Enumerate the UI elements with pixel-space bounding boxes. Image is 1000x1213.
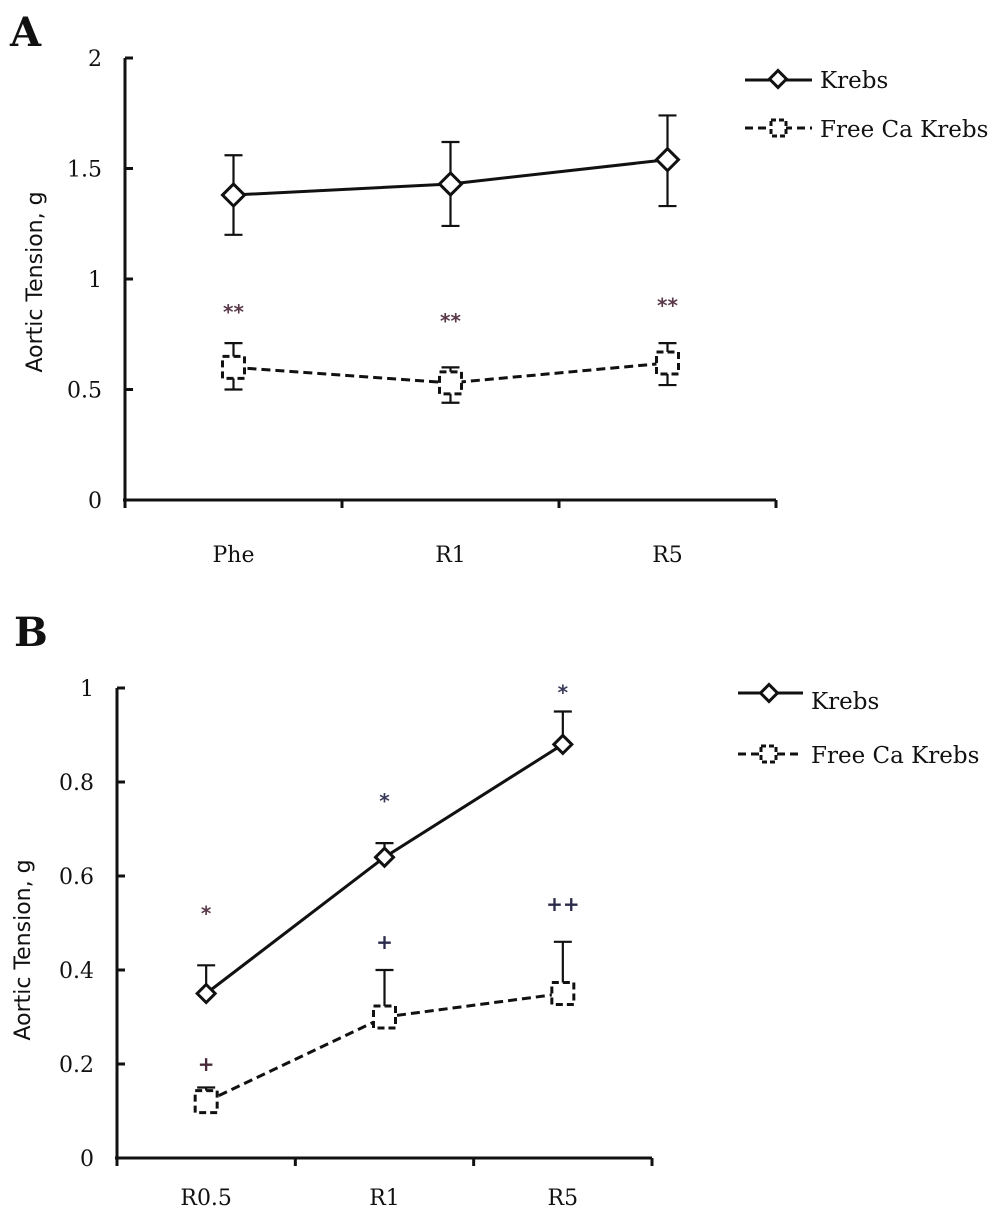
significance-marker-a: ** [223, 300, 244, 324]
krebs-marker-a [437, 170, 464, 198]
significance-marker-b: ++ [546, 892, 580, 916]
y-tick-label-b: 0 [80, 1147, 94, 1172]
significance-marker-b: + [376, 930, 393, 954]
free-ca-krebs-marker-b [550, 981, 576, 1006]
legend-krebs-diamond-icon-b [758, 682, 780, 704]
krebs-marker-b [195, 982, 218, 1005]
panel-b: B Aortic Tension, g Krebs Free Ca Krebs … [11, 609, 979, 1211]
panel-label-a: A [9, 9, 42, 56]
y-tick-label-a: 0.5 [67, 379, 102, 404]
free-ca-krebs-marker-a [221, 354, 246, 380]
y-tick-label-b: 1 [80, 677, 94, 702]
y-axis-title-b: Aortic Tension, g [11, 859, 36, 1040]
x-tick-label-a: Phe [213, 543, 255, 568]
krebs-marker-b [373, 846, 396, 869]
legend-label-free-ca-b: Free Ca Krebs [811, 743, 979, 769]
y-tick-label-b: 0.4 [59, 959, 94, 984]
legend-a: Krebs Free Ca Krebs [745, 68, 988, 143]
legend-label-krebs-b: Krebs [811, 689, 879, 715]
legend-label-krebs-a: Krebs [820, 68, 888, 94]
free-ca-krebs-marker-b [372, 1004, 397, 1030]
free-ca-krebs-marker-a [438, 370, 463, 396]
krebs-line-b [205, 743, 564, 995]
legend-b: Krebs Free Ca Krebs [738, 682, 979, 769]
y-tick-label-a: 1.5 [67, 158, 102, 183]
x-tick-label-b: R1 [369, 1186, 400, 1211]
x-tick-label-b: R0.5 [180, 1186, 232, 1211]
free-ca-krebs-marker-a [655, 350, 680, 376]
significance-marker-a: ** [440, 309, 461, 333]
x-tick-label-a: R5 [652, 543, 683, 568]
krebs-marker-a [220, 181, 247, 209]
legend-label-free-ca-a: Free Ca Krebs [820, 117, 988, 143]
panel-a: A Aortic Tension, g Krebs Free Ca Krebs … [9, 9, 988, 568]
significance-marker-b: * [379, 789, 390, 813]
legend-krebs-diamond-icon-a [767, 68, 789, 90]
x-tick-label-b: R5 [548, 1186, 579, 1211]
y-tick-label-b: 0.8 [59, 771, 94, 796]
y-tick-label-a: 0 [88, 489, 102, 514]
significance-marker-a: ** [657, 294, 678, 318]
legend-free-ca-square-icon-b [759, 744, 778, 764]
y-axis-title-a: Aortic Tension, g [23, 191, 48, 372]
legend-free-ca-square-icon-a [769, 118, 788, 138]
free-ca-krebs-marker-b [193, 1089, 219, 1115]
significance-marker-b: * [201, 902, 212, 926]
y-tick-label-a: 1 [88, 268, 102, 293]
panel-label-b: B [14, 609, 48, 656]
significance-marker-b: * [558, 681, 569, 705]
significance-marker-b: + [198, 1052, 215, 1076]
y-tick-label-b: 0.6 [59, 865, 94, 890]
krebs-marker-b [551, 733, 574, 756]
x-tick-label-a: R1 [435, 543, 466, 568]
y-tick-label-a: 2 [88, 47, 102, 72]
y-tick-label-b: 0.2 [59, 1053, 94, 1078]
krebs-marker-a [654, 146, 681, 173]
